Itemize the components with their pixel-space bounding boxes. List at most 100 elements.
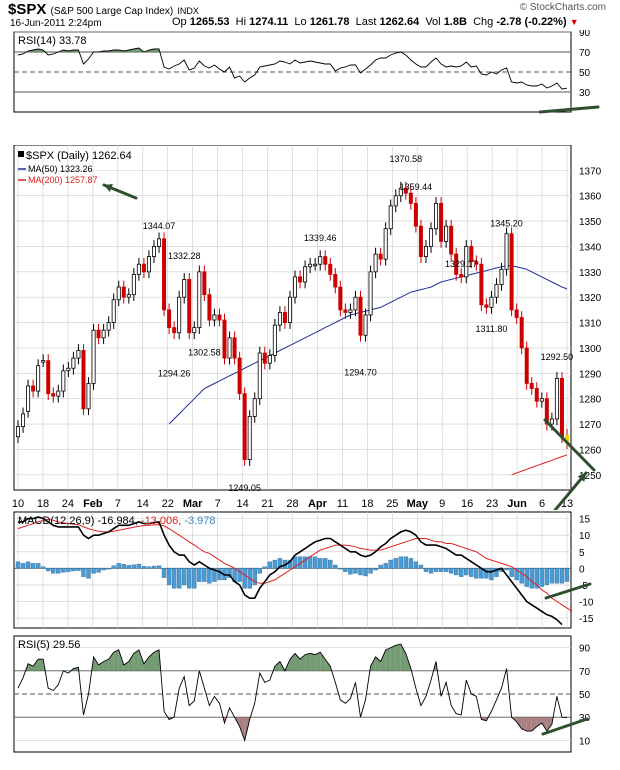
macd-hist-bar	[126, 565, 132, 569]
rsi5-overbought-fill	[143, 656, 149, 671]
macd-hist-bar	[252, 568, 257, 586]
macd-hist-bar	[151, 565, 157, 569]
rsi5-overbought-fill	[138, 649, 144, 671]
price-candle	[554, 377, 559, 420]
macd-hist-bar	[302, 556, 308, 569]
rsi5-overbought-fill	[118, 649, 124, 671]
price-xtick: 9	[439, 498, 445, 510]
macd-hist-bar	[519, 568, 524, 584]
macd-hist-bar	[403, 556, 409, 569]
rsi5-oversold-fill	[481, 717, 487, 721]
price-candle	[162, 238, 167, 311]
rsi5-overbought-fill	[103, 659, 109, 671]
price-candle	[343, 309, 348, 313]
price-extreme-label: 1294.70	[344, 367, 377, 377]
last-label: Last	[355, 16, 377, 28]
macd-hist-bar	[312, 556, 318, 569]
rsi5-overbought-fill	[128, 653, 134, 671]
macd-hist-bar	[187, 568, 192, 589]
price-candle	[293, 276, 298, 298]
macd-ytick: -15	[579, 614, 594, 625]
ma200-line	[511, 454, 568, 476]
price-candle	[146, 256, 151, 273]
quote-line: Op 1265.53 Hi 1274.11 Lo 1261.78 Last 12…	[172, 16, 579, 28]
price-candle	[212, 314, 217, 321]
macd-hist-bar	[438, 568, 444, 572]
macd-hist-bar	[348, 568, 353, 575]
rsi5-oversold-fill	[536, 717, 542, 727]
price-trend-annotation	[543, 418, 596, 472]
price-ytick: 1310	[579, 319, 602, 330]
price-candle	[368, 271, 373, 316]
macd-ytick: 0	[579, 564, 585, 575]
price-candle	[494, 284, 499, 298]
price-candle	[539, 398, 544, 402]
macd-hist-bar	[474, 568, 479, 579]
vol-value: 1.8B	[443, 16, 467, 28]
macd-hist-bar	[227, 568, 232, 578]
price-candle	[106, 322, 111, 331]
price-xtick: 24	[62, 498, 74, 510]
rsi5-ytick: 90	[579, 644, 591, 655]
lo-label: Lo	[294, 16, 307, 28]
price-candle	[46, 360, 51, 395]
macd-hist-bar	[292, 556, 298, 569]
macd-hist-bar	[106, 568, 111, 570]
price-extreme-label: 1302.58	[188, 347, 221, 357]
price-candle	[111, 299, 116, 323]
macd-hist-bar	[307, 556, 313, 569]
macd-hist-bar	[40, 566, 46, 569]
macd-hist-bar	[328, 559, 333, 569]
price-ytick: 1250	[579, 471, 602, 482]
price-candle	[262, 352, 267, 364]
price-extreme-label: 1370.58	[390, 154, 423, 164]
macd-ytick: -10	[579, 597, 594, 608]
price-candle	[272, 324, 277, 356]
rsi5-ytick: 70	[579, 667, 591, 678]
ma200-touch-annotation-head	[577, 473, 586, 482]
macd-hist-bar	[464, 568, 469, 576]
rsi14-ytick: 30	[579, 88, 591, 99]
macd-hist-bar	[554, 568, 560, 584]
macd-hist-bar	[393, 558, 398, 569]
rsi5-overbought-fill	[153, 649, 160, 671]
macd-hist-bar	[207, 568, 212, 584]
ma200-legend: MA(200) 1257.87	[28, 175, 98, 185]
price-candle	[373, 253, 378, 273]
price-candle	[509, 233, 514, 311]
rsi5-overbought-fill	[108, 652, 114, 671]
price-ytick: 1330	[579, 268, 602, 279]
macd-hist-bar	[56, 568, 61, 574]
macd-hist-bar	[91, 568, 96, 574]
macd-hist-bar	[277, 558, 283, 569]
macd-hist-bar	[262, 566, 267, 569]
rsi5-overbought-fill	[380, 649, 386, 671]
rsi5-oversold-fill	[516, 717, 522, 729]
macd-hist-bar	[524, 568, 529, 587]
price-candle	[91, 329, 96, 384]
macd-hist-bar	[564, 568, 570, 582]
price-candle	[484, 304, 489, 308]
macd-hist-bar	[61, 568, 66, 573]
price-legend-swatch	[18, 151, 24, 157]
macd-hist-bar	[30, 563, 36, 569]
macd-hist-bar	[182, 568, 187, 586]
price-candle	[51, 393, 56, 397]
price-candle	[66, 367, 71, 372]
chg-value: -2.78 (-0.22%)	[496, 16, 567, 28]
macd-hist-bar	[166, 568, 172, 586]
rsi5-overbought-fill	[320, 652, 326, 671]
macd-line	[18, 516, 563, 626]
price-candle	[459, 273, 464, 278]
price-xtick: 7	[215, 498, 221, 510]
price-candle	[167, 309, 172, 329]
price-candle	[333, 273, 338, 288]
price-candle	[449, 225, 454, 255]
price-ytick: 1360	[579, 192, 602, 203]
price-ytick: 1370	[579, 166, 602, 177]
price-candle	[474, 261, 479, 265]
price-candle	[348, 309, 353, 313]
macd-hist-bar	[544, 568, 550, 586]
macd-hist-bar	[146, 566, 152, 569]
